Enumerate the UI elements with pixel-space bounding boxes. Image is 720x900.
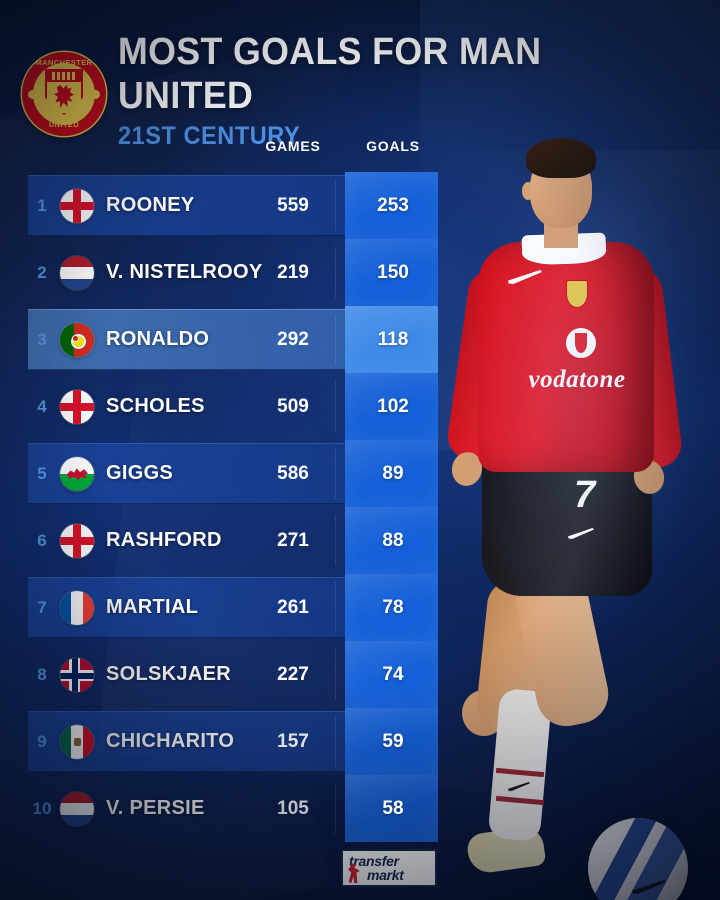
table-row[interactable]: 7 MARTIAL 261 78 [0, 574, 460, 641]
player-name: RONALDO [106, 328, 210, 350]
flag-icon-netherlands [60, 256, 94, 290]
column-divider [335, 582, 336, 633]
column-header-games: GAMES [265, 138, 321, 154]
goals-value: 88 [382, 529, 404, 551]
goals-value: 150 [377, 261, 409, 283]
rank-number: 1 [37, 195, 47, 215]
column-divider [335, 515, 336, 566]
cristiano-ronaldo-photo: 7 vodatone [408, 130, 720, 900]
rank-number: 6 [37, 530, 47, 550]
column-divider [335, 180, 336, 231]
column-divider [335, 448, 336, 499]
column-divider [335, 314, 336, 365]
crest-text-bottom: UNITED [48, 120, 80, 129]
player-name: ROONEY [106, 194, 195, 216]
table-row[interactable]: 3 RONALDO 292 118 [0, 306, 460, 373]
flag-icon-england [60, 390, 94, 424]
player-name: V. NISTELROOY [106, 261, 263, 283]
rank-number: 5 [37, 463, 47, 483]
crest-text-top: MANCHESTER [35, 58, 93, 67]
goals-value: 78 [382, 596, 404, 618]
games-value: 227 [277, 663, 309, 685]
transfermarkt-logo[interactable]: transfer markt [341, 849, 437, 887]
flag-icon-netherlands [60, 792, 94, 826]
column-divider [335, 247, 336, 298]
table-row[interactable]: 8 SOLSKJAER 227 74 [0, 641, 460, 708]
games-value: 509 [277, 395, 309, 417]
header: MANCHESTER UNITED MOST GOALS FOR MAN UNI… [0, 26, 720, 150]
rank-number: 10 [32, 798, 52, 818]
flag-icon-norway [60, 658, 94, 692]
shorts [482, 456, 652, 596]
flag-icon-france [60, 591, 94, 625]
games-value: 271 [277, 529, 309, 551]
table-row[interactable]: 4 SCHOLES 509 102 [0, 373, 460, 440]
club-badge-icon [566, 280, 588, 308]
games-value: 586 [277, 462, 309, 484]
ranking-table: GAMES GOALS 1 ROONEY 559 253 2 V. NISTELROOY 2… [0, 138, 460, 842]
games-value: 559 [277, 194, 309, 216]
rank-number: 9 [37, 731, 47, 751]
flag-icon-england [60, 189, 94, 223]
logo-line-2: markt [367, 867, 404, 883]
sponsor-logo-icon [566, 328, 596, 358]
games-value: 157 [277, 730, 309, 752]
column-header-goals: GOALS [366, 138, 420, 154]
goals-value: 118 [377, 328, 409, 350]
games-value: 219 [277, 261, 309, 283]
rank-number: 3 [37, 329, 47, 349]
goals-value: 89 [382, 462, 404, 484]
rank-number: 2 [37, 262, 47, 282]
flag-icon-wales [60, 457, 94, 491]
football-icon [588, 818, 688, 900]
table-row[interactable]: 2 V. NISTELROOY 219 150 [0, 239, 460, 306]
goals-value: 102 [377, 395, 409, 417]
goals-value: 74 [382, 663, 404, 685]
table-row[interactable]: 5 GIGGS 586 89 [0, 440, 460, 507]
goals-value: 59 [382, 730, 404, 752]
goals-value: 58 [382, 797, 404, 819]
player-name: CHICHARITO [106, 730, 235, 752]
shirt-sponsor-text: vodatone [528, 366, 626, 393]
player-name: MARTIAL [106, 596, 199, 618]
games-value: 261 [277, 596, 309, 618]
games-value: 105 [277, 797, 309, 819]
manchester-united-crest-icon: MANCHESTER UNITED [22, 52, 106, 136]
table-body: 1 ROONEY 559 253 2 V. NISTELROOY 219 150 3 RONALD… [0, 172, 460, 842]
column-divider [335, 783, 336, 834]
shirt-number: 7 [574, 474, 596, 516]
goals-value: 253 [377, 194, 409, 216]
player-name: GIGGS [106, 462, 174, 484]
column-divider [335, 649, 336, 700]
games-value: 292 [277, 328, 309, 350]
rank-number: 4 [37, 396, 47, 416]
table-row[interactable]: 6 RASHFORD 271 88 [0, 507, 460, 574]
rank-number: 8 [37, 664, 47, 684]
column-divider [335, 381, 336, 432]
flag-icon-mexico [60, 725, 94, 759]
table-column-headers: GAMES GOALS [0, 138, 460, 168]
page-title: MOST GOALS FOR MAN UNITED [118, 31, 542, 117]
table-row[interactable]: 1 ROONEY 559 253 [0, 172, 460, 239]
flag-icon-england [60, 524, 94, 558]
table-row[interactable]: 10 V. PERSIE 105 58 [0, 775, 460, 842]
rank-number: 7 [37, 597, 47, 617]
player-name: SCHOLES [106, 395, 205, 417]
table-row[interactable]: 9 CHICHARITO 157 59 [0, 708, 460, 775]
logo-line-1: transfer [349, 853, 399, 869]
player-name: V. PERSIE [106, 797, 205, 819]
column-divider [335, 716, 336, 767]
jersey [478, 242, 654, 472]
player-name: RASHFORD [106, 529, 222, 551]
player-name: SOLSKJAER [106, 663, 231, 685]
flag-icon-portugal [60, 323, 94, 357]
